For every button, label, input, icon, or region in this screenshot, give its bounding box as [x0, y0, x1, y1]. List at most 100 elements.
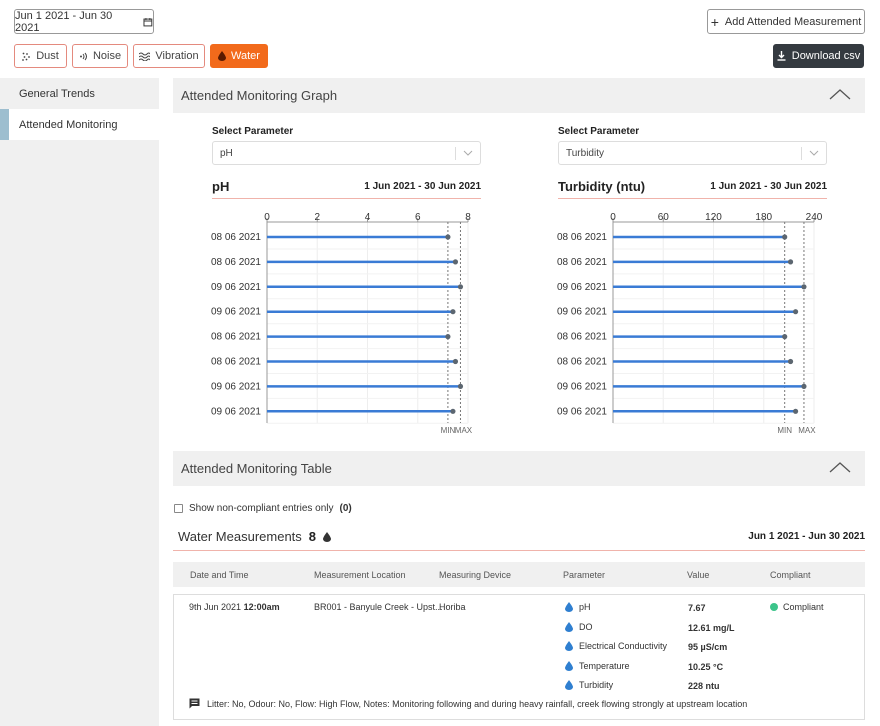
table-section-header[interactable]: Attended Monitoring Table [173, 451, 865, 486]
chevron-up-icon[interactable] [829, 87, 851, 101]
filter-noise-button[interactable]: Noise [72, 44, 128, 68]
download-icon [777, 51, 786, 61]
ph-parameter-select[interactable]: pH [212, 141, 481, 165]
col-compliant[interactable]: Compliant [770, 570, 811, 580]
compliant-status-label: Compliant [783, 602, 824, 612]
col-measuring-device[interactable]: Measuring Device [439, 570, 512, 580]
bar-point [445, 334, 451, 340]
non-compliant-filter[interactable]: Show non-compliant entries only (0) [174, 503, 352, 514]
col-parameter[interactable]: Parameter [563, 570, 606, 580]
download-csv-label: Download csv [791, 50, 861, 62]
filter-dust-label: Dust [36, 50, 59, 62]
category-label: 08 06 2021 [211, 232, 261, 243]
param-value: 7.67 [688, 603, 706, 613]
water-measurements-count: 8 [308, 529, 317, 544]
dust-icon [22, 52, 31, 61]
row-note: Litter: No, Odour: No, Flow: High Flow, … [189, 698, 747, 709]
water-drop-icon [218, 51, 227, 61]
row-device: Horiba [439, 602, 466, 612]
turbidity-bar-chart: 0 60 120 180 240 MIN MAX 08 06 2021 08 06 2021 09… [557, 212, 823, 435]
non-compliant-count: (0) [339, 503, 352, 514]
filter-water-label: Water [231, 50, 260, 62]
water-measurements-title: Water Measurements [178, 529, 302, 544]
param-name: pH [565, 602, 591, 612]
chevron-down-icon [809, 150, 819, 156]
tick-label: 2 [314, 212, 320, 223]
bar-point [457, 383, 464, 389]
bar-point [452, 259, 459, 265]
tick-label: 8 [465, 212, 471, 223]
param-name-label: Turbidity [579, 680, 614, 691]
water-drop-icon [565, 602, 573, 612]
category-label: 09 06 2021 [557, 406, 607, 417]
filter-vibration-button[interactable]: Vibration [133, 44, 205, 68]
turbidity-selected-value: Turbidity [566, 147, 604, 159]
param-value: 12.61 mg/L [688, 622, 735, 633]
date-range-value: Jun 1 2021 - Jun 30 2021 [15, 9, 113, 34]
date-range-picker[interactable]: Jun 1 2021 - Jun 30 2021 [14, 9, 154, 34]
turbidity-parameter-select[interactable]: Turbidity [558, 141, 827, 165]
param-value: 228 ntu [688, 681, 720, 692]
category-label: 08 06 2021 [211, 257, 261, 268]
row-location: BR001 - Banyule Creek - Upst... [314, 602, 443, 612]
param-name-label: Temperature [579, 660, 630, 671]
non-compliant-checkbox[interactable] [174, 504, 183, 513]
category-label: 08 06 2021 [557, 257, 607, 268]
bar-point [457, 284, 464, 290]
category-label: 08 06 2021 [557, 357, 607, 368]
category-label: 09 06 2021 [557, 381, 607, 392]
filter-dust-button[interactable]: Dust [14, 44, 67, 68]
bar-point [452, 358, 459, 365]
sidebar-item-attended-monitoring[interactable]: Attended Monitoring [0, 109, 159, 140]
ph-selected-value: pH [220, 147, 233, 159]
filter-water-button[interactable]: Water [210, 44, 268, 68]
table-row[interactable] [173, 594, 865, 720]
ph-chart-date: 1 Jun 2021 - 30 Jun 2021 [364, 181, 481, 192]
tick-label: 60 [658, 212, 670, 223]
sidebar-item-general-trends[interactable]: General Trends [19, 87, 95, 100]
ph-chart-title: pH [212, 179, 230, 194]
download-csv-button[interactable]: Download csv [773, 44, 864, 68]
comment-icon [189, 698, 200, 709]
category-label: 08 06 2021 [557, 232, 607, 243]
tick-label: 0 [610, 212, 616, 223]
param-name-label: pH [579, 602, 591, 612]
water-drop-icon [565, 641, 573, 652]
tick-label: 0 [264, 212, 270, 223]
row-note-text: Litter: No, Odour: No, Flow: High Flow, … [207, 698, 748, 709]
plus-icon: + [710, 13, 719, 30]
non-compliant-checkbox-label: Show non-compliant entries only [189, 503, 334, 514]
min-label: MIN [441, 426, 456, 435]
param-name: Turbidity [565, 680, 614, 691]
water-drop-icon [565, 660, 573, 671]
bar-point [787, 358, 794, 365]
tick-label: 4 [365, 212, 371, 223]
max-label: MAX [455, 426, 473, 435]
graph-section-title: Attended Monitoring Graph [181, 88, 338, 103]
bar-point [782, 234, 788, 240]
category-label: 08 06 2021 [211, 332, 261, 343]
category-label: 08 06 2021 [557, 332, 607, 343]
add-attended-measurement-button[interactable]: + Add Attended Measurement [707, 9, 865, 34]
turbidity-chart-title: Turbidity (ntu) [558, 179, 646, 194]
category-label: 09 06 2021 [211, 406, 261, 417]
ph-select-label: Select Parameter [212, 126, 294, 137]
bar-point [787, 259, 794, 265]
bar-point [782, 334, 788, 340]
col-value[interactable]: Value [687, 570, 710, 580]
col-date-time[interactable]: Date and Time [190, 570, 249, 580]
param-name: Temperature [565, 660, 630, 671]
param-name-label: Electrical Conductivity [579, 641, 668, 652]
chevron-up-icon[interactable] [829, 460, 851, 474]
bar-point [445, 234, 451, 240]
bar-point [450, 408, 456, 414]
table-section-title: Attended Monitoring Table [181, 461, 332, 476]
graph-section-header[interactable]: Attended Monitoring Graph [173, 78, 865, 113]
col-measurement-location[interactable]: Measurement Location [314, 570, 406, 580]
tick-label: 120 [705, 212, 722, 223]
param-value: 10.25 °C [688, 661, 724, 672]
category-label: 09 06 2021 [211, 381, 261, 392]
bar-point [801, 383, 807, 389]
category-label: 08 06 2021 [211, 357, 261, 368]
tick-label: 180 [755, 212, 772, 223]
